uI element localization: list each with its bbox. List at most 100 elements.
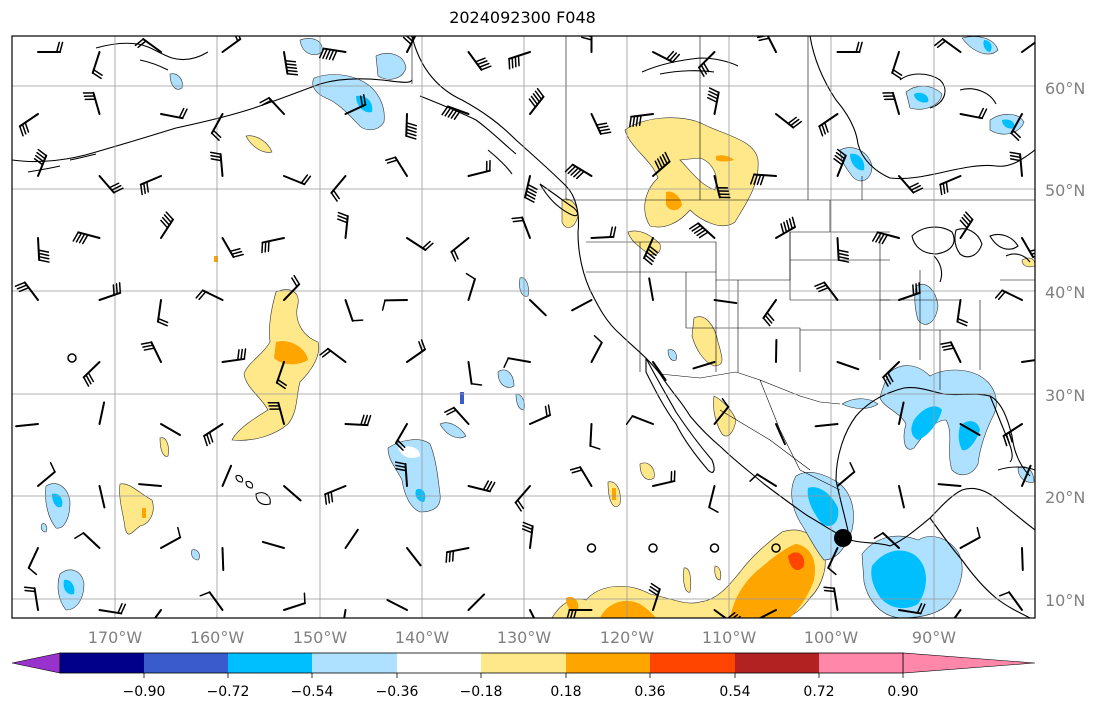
wind-barb <box>444 406 470 425</box>
colorbar-frame <box>59 652 904 674</box>
wind-barb <box>959 423 981 436</box>
wind-barb <box>395 423 408 451</box>
wind-barb <box>898 282 921 301</box>
wind-barb <box>1021 464 1032 487</box>
colorbar-bin <box>228 653 312 673</box>
wind-barb <box>344 299 364 322</box>
wind-barb <box>692 361 716 370</box>
colorbar-bin <box>60 653 144 673</box>
wind-barb <box>337 211 349 239</box>
wind-barb <box>707 87 720 115</box>
wind-barb <box>156 299 169 327</box>
wind-barb <box>467 593 486 611</box>
wind-barb <box>571 299 593 312</box>
wind-barb <box>405 113 418 140</box>
colorbar-bin <box>819 653 903 673</box>
colorbar-label: 0.54 <box>719 684 750 700</box>
political-borders <box>411 36 1035 491</box>
wind-barb <box>209 151 224 177</box>
wind-barb <box>871 231 900 245</box>
wind-barb <box>775 113 803 129</box>
wind-barb <box>33 148 48 177</box>
wind-barb <box>528 87 545 115</box>
wind-barb <box>283 485 302 502</box>
wind-barbs <box>14 36 1035 618</box>
wind-barb <box>153 609 162 618</box>
wind-barb <box>827 547 839 576</box>
wind-barb <box>221 237 244 259</box>
wind-barb <box>882 91 900 115</box>
lon-label-120w: 120°W <box>600 628 655 647</box>
wind-barb <box>590 113 612 135</box>
wind-barb <box>589 423 601 450</box>
colorbar-extend-high <box>902 652 1036 674</box>
colorbar: −0.90 −0.72 −0.54 −0.36 −0.18 0.18 0.36 … <box>11 652 1036 700</box>
wind-barb <box>72 231 101 245</box>
wind-barb <box>283 51 299 76</box>
wind-barb <box>934 38 962 53</box>
wind-barb <box>1002 423 1023 447</box>
wind-barb <box>749 473 777 487</box>
colorbar-bin <box>650 653 735 673</box>
wind-barb <box>134 38 162 53</box>
wind-barb <box>713 299 738 305</box>
wind-barb <box>283 274 301 301</box>
wind-barb <box>959 107 988 120</box>
wind-barb <box>898 603 926 615</box>
colorbar-bin <box>481 653 566 673</box>
location-dot <box>834 529 852 547</box>
wind-barb <box>441 105 470 120</box>
colorbar-label: −0.72 <box>207 684 250 700</box>
wind-barb <box>836 237 850 263</box>
wind-barb <box>319 347 347 363</box>
wind-barb <box>394 461 408 487</box>
wind-barb <box>98 401 106 425</box>
wind-barb <box>898 175 924 194</box>
wind-barb <box>343 609 347 618</box>
wind-barb <box>625 415 654 425</box>
wind-barb <box>1010 113 1023 141</box>
wind-barb <box>648 582 661 611</box>
wind-barb <box>998 591 1023 611</box>
map-background <box>12 36 1035 618</box>
colorbar-label: 0.18 <box>550 684 581 700</box>
wind-barb <box>318 47 347 61</box>
wind-barb <box>275 361 287 390</box>
lat-label-30: 30°N <box>1045 386 1085 405</box>
wind-barb <box>195 289 224 301</box>
lat-label-60: 60°N <box>1045 79 1085 98</box>
wind-barb <box>221 547 225 571</box>
wind-barb <box>652 151 671 177</box>
wind-barb <box>833 148 847 177</box>
wind-barb <box>23 586 39 611</box>
wind-barb <box>956 299 968 327</box>
wind-barb <box>406 339 427 363</box>
wind-barb <box>18 113 39 137</box>
wind-barb <box>1021 36 1035 53</box>
wind-barb <box>98 603 127 615</box>
wind-barb <box>467 480 496 493</box>
wind-barb <box>959 526 981 549</box>
wind-barb <box>402 36 417 53</box>
lon-label-90w: 90°W <box>912 628 956 647</box>
wind-barb <box>590 226 617 239</box>
wind-barb <box>267 401 285 425</box>
wind-barb <box>406 547 422 567</box>
wind-barb <box>873 531 900 549</box>
wind-barb <box>762 299 777 327</box>
wind-barb <box>940 341 962 363</box>
wind-barb <box>648 543 658 553</box>
wind-barb <box>937 483 962 487</box>
colorbar-bin <box>397 653 481 673</box>
wind-barb <box>529 404 552 425</box>
lon-label-100w: 100°W <box>804 628 859 647</box>
wind-barb <box>891 51 903 80</box>
wind-barb <box>511 216 531 239</box>
wind-barb <box>882 361 900 387</box>
colorbar-label: −0.90 <box>123 684 166 700</box>
wind-barb <box>775 423 786 446</box>
colorbar-bin <box>735 653 819 673</box>
wind-barb <box>771 543 781 553</box>
wind-barb <box>836 462 856 487</box>
